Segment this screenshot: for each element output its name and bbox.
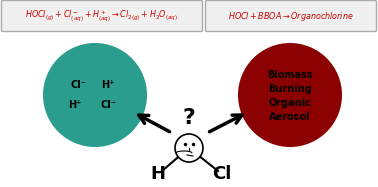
Text: Aerosol: Aerosol — [269, 112, 311, 122]
Text: Cl⁻: Cl⁻ — [70, 80, 86, 90]
Text: Biomass: Biomass — [267, 70, 313, 80]
Text: Cl⁻: Cl⁻ — [100, 100, 116, 110]
Text: H: H — [150, 165, 166, 183]
Circle shape — [238, 43, 342, 147]
FancyBboxPatch shape — [2, 1, 203, 31]
Text: Cl: Cl — [212, 165, 232, 183]
Text: ?: ? — [183, 108, 195, 128]
Text: $\bf{\it{HOCl_{(g)} + Cl^-_{(aq)} + H^+_{(aq)} \rightarrow Cl_{2(g)} + H_2O_{(aq: $\bf{\it{HOCl_{(g)} + Cl^-_{(aq)} + H^+_… — [25, 9, 178, 23]
Circle shape — [43, 43, 147, 147]
FancyBboxPatch shape — [206, 1, 376, 31]
Text: H⁺: H⁺ — [68, 100, 82, 110]
Circle shape — [175, 134, 203, 162]
Text: Organic: Organic — [268, 98, 311, 108]
Text: Burning: Burning — [268, 84, 312, 94]
Text: $\bf{\it{HOCl + BBOA \rightarrow Organochlorine}}$: $\bf{\it{HOCl + BBOA \rightarrow Organoc… — [228, 10, 354, 22]
Text: H⁺: H⁺ — [101, 80, 115, 90]
